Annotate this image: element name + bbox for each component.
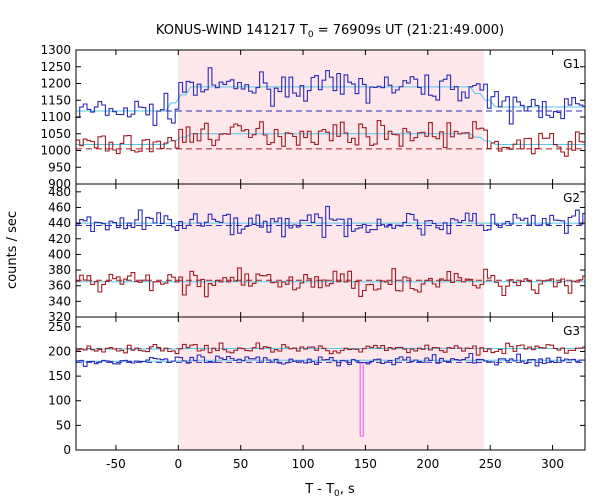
y-tick-label: 950 [48, 160, 71, 174]
y-tick-label: 1000 [40, 144, 71, 158]
y-tick-label: 1050 [40, 127, 71, 141]
plot-area: 9009501000105011001150120012501300G13203… [40, 43, 586, 471]
y-tick-label: 360 [48, 279, 71, 293]
x-tick-label: 100 [292, 457, 315, 471]
y-tick-label: 320 [48, 310, 71, 324]
y-tick-label: 420 [48, 232, 71, 246]
y-tick-label: 400 [48, 247, 71, 261]
y-tick-label: 1150 [40, 93, 71, 107]
count-rate-series-g2-0 [76, 205, 585, 238]
panel-frame-g3 [75, 316, 586, 451]
panel-label-g1: G1 [563, 57, 580, 71]
x-axis-label: T - T0, s [304, 482, 355, 499]
count-rate-series-g2-1 [76, 267, 585, 298]
x-tick-label: -50 [106, 457, 126, 471]
count-rate-series-g3-0 [76, 352, 585, 367]
trend-line-g3-0 [76, 359, 585, 362]
y-tick-label: 150 [48, 369, 71, 383]
chart-title: KONUS-WIND 141217 T0 = 76909s UT (21:21:… [156, 23, 504, 40]
x-tick-label: 150 [354, 457, 377, 471]
x-tick-label: 200 [416, 457, 439, 471]
y-tick-label: 200 [48, 344, 71, 358]
trend-line-g3-1 [76, 348, 585, 350]
y-tick-label: 50 [56, 418, 71, 432]
y-tick-label: 440 [48, 216, 71, 230]
y-tick-label: 0 [63, 443, 71, 457]
count-rate-series-g1-0 [76, 67, 585, 126]
y-tick-label: 380 [48, 263, 71, 277]
y-tick-label: 1300 [40, 43, 71, 57]
shaded-interval-g1 [178, 50, 484, 184]
y-tick-label: 100 [48, 394, 71, 408]
shaded-interval-g3 [178, 317, 484, 450]
count-rate-series-g3-1 [76, 342, 585, 356]
y-tick-label: 460 [48, 200, 71, 214]
panel-label-g3: G3 [563, 324, 580, 338]
x-tick-label: 0 [174, 457, 182, 471]
shaded-interval-g2 [178, 184, 484, 317]
x-tick-label: 50 [233, 457, 248, 471]
y-tick-label: 1200 [40, 77, 71, 91]
y-axis-label: counts / sec [5, 211, 20, 289]
y-tick-label: 340 [48, 294, 71, 308]
x-tick-label: 300 [541, 457, 564, 471]
y-tick-label: 1100 [40, 110, 71, 124]
spike-artifact [359, 363, 364, 437]
x-tick-label: 250 [479, 457, 502, 471]
panel-label-g2: G2 [563, 191, 580, 205]
y-tick-label: 1250 [40, 60, 71, 74]
count-rate-series-g1-1 [76, 120, 585, 157]
y-tick-label: 900 [48, 177, 71, 191]
y-tick-label: 480 [48, 185, 71, 199]
y-tick-label: 250 [48, 320, 71, 334]
